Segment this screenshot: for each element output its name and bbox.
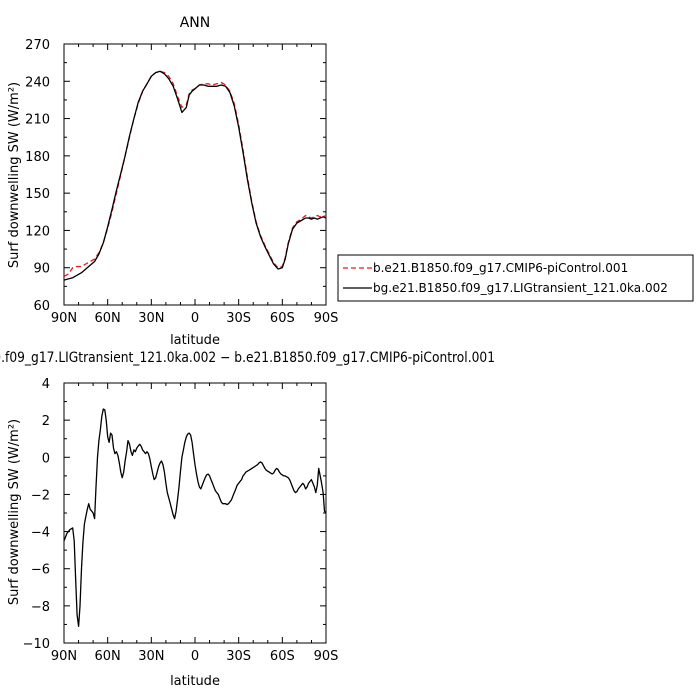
x-tick-label: 60N	[95, 649, 121, 664]
plot-frame	[63, 43, 327, 306]
y-tick-label: 150	[25, 187, 50, 202]
y-tick-label: −2	[31, 488, 50, 503]
top-plot-area: 90N 60N 30N 0 30S 60S 90S 60 90 120 150 180 210 240 27…	[25, 38, 338, 326]
y-tick-label: 270	[25, 38, 50, 53]
bottom-xlabel: latitude	[170, 674, 220, 689]
legend-box	[337, 254, 694, 302]
top-xlabel: latitude	[170, 333, 220, 348]
x-tick-label: 90S	[314, 649, 339, 664]
y-tick-label: 90	[33, 262, 50, 277]
legend: b.e21.B1850.f09_g17.CMIP6-piControl.001 …	[337, 254, 694, 302]
x-tick-label: 60S	[270, 311, 295, 326]
y-tick-label: −10	[23, 637, 50, 652]
y-tick-label: 180	[25, 150, 50, 165]
legend-label-series-2: bg.e21.B1850.f09_g17.LIGtransient_121.0k…	[373, 281, 668, 295]
bottom-ylabel: Surf downwelling SW (W/m²)	[7, 419, 22, 605]
x-tick-label: 30N	[138, 649, 164, 664]
x-tick-label: 60N	[95, 311, 121, 326]
y-tick-label: 240	[25, 75, 50, 90]
y-tick-label: 4	[42, 377, 50, 392]
series-line-2	[63, 70, 327, 281]
top-title: ANN	[180, 15, 211, 31]
panel-top: ANN 90N 60N 30N 0 30S 60S 90S 60 90 120 150 180 210 2…	[7, 15, 338, 348]
x-tick-label: 30S	[226, 311, 251, 326]
y-tick-label: 2	[42, 414, 50, 429]
series-line-1	[63, 408, 327, 627]
y-tick-label: 120	[25, 224, 50, 239]
x-tick-label: 90S	[314, 311, 339, 326]
x-tick-label: 0	[191, 311, 199, 326]
bottom-title: bg.e21.B1850.f09_g17.LIGtransient_121.0k…	[0, 350, 495, 366]
series-line-1	[63, 70, 327, 277]
y-tick-label: 0	[42, 451, 50, 466]
plot-frame	[63, 382, 327, 644]
y-tick-label: −8	[31, 600, 50, 615]
panel-bottom: bg.e21.B1850.f09_g17.LIGtransient_121.0k…	[0, 350, 495, 689]
y-tick-label: −6	[31, 563, 50, 578]
y-tick-label: 60	[33, 299, 50, 314]
x-tick-label: 60S	[270, 649, 295, 664]
top-ylabel: Surf downwelling SW (W/m²)	[7, 82, 22, 268]
y-tick-label: 210	[25, 113, 50, 128]
bottom-plot-area: 90N 60N 30N 0 30S 60S 90S −10 −8 −6 −4 −2 0 2 4	[23, 377, 339, 664]
x-tick-label: 0	[191, 649, 199, 664]
x-tick-label: 30S	[226, 649, 251, 664]
legend-label-series-1: b.e21.B1850.f09_g17.CMIP6-piControl.001	[373, 261, 628, 275]
x-tick-label: 30N	[138, 311, 164, 326]
x-tick-label: 90N	[51, 311, 77, 326]
x-tick-label: 90N	[51, 649, 77, 664]
y-tick-label: −4	[31, 526, 50, 541]
